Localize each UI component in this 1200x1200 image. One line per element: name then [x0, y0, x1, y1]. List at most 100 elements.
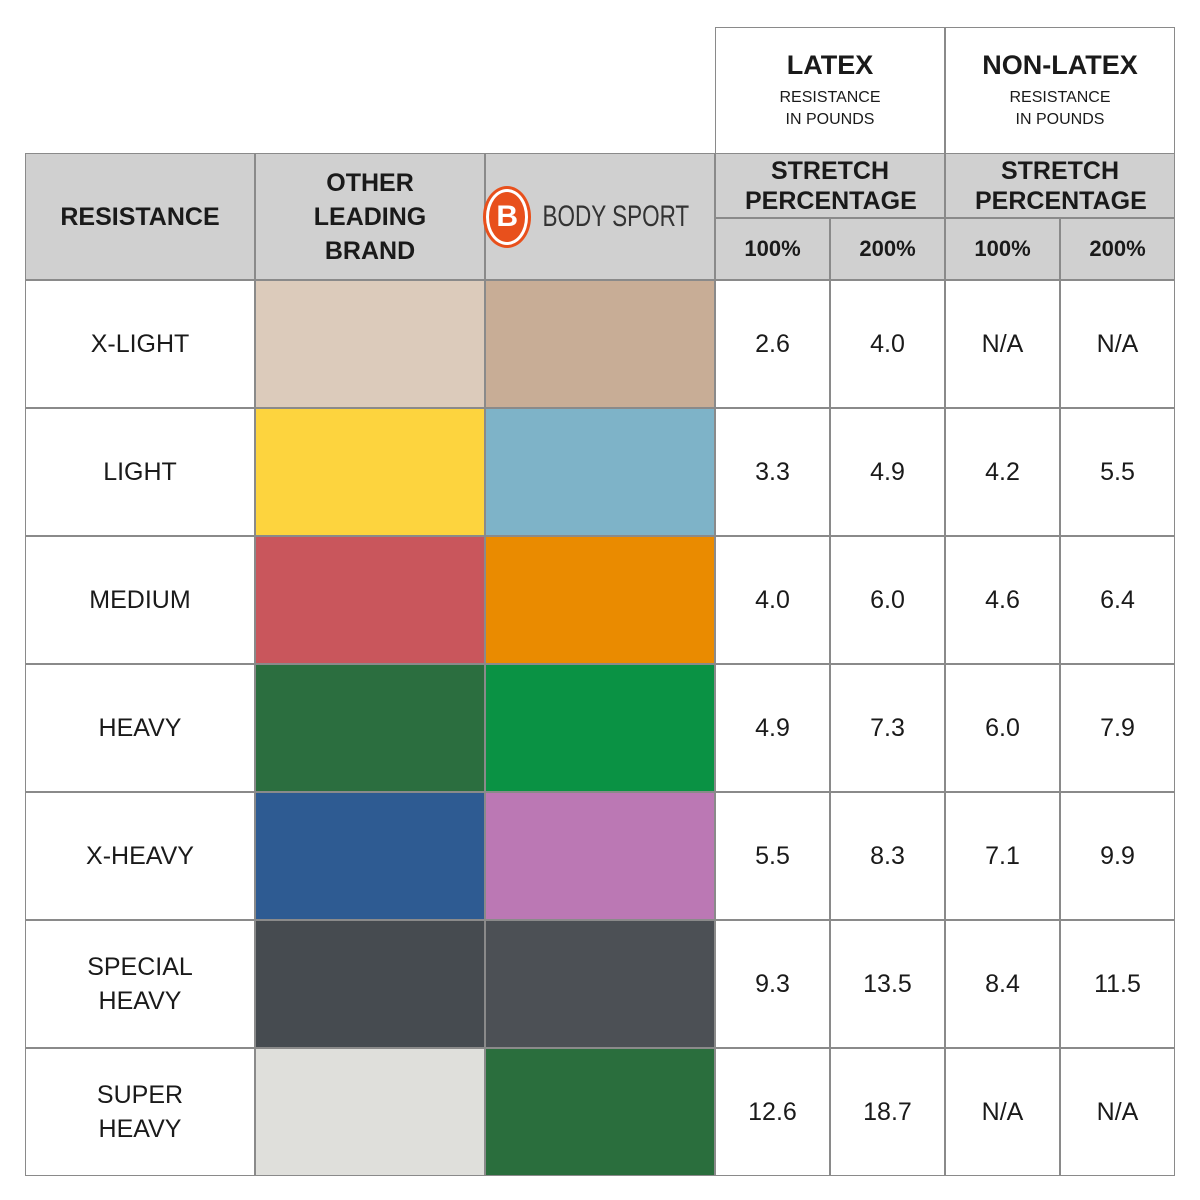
other-brand-swatch	[255, 792, 485, 920]
value-cell-text: 9.3	[755, 969, 790, 998]
value-cell: 18.7	[830, 1048, 945, 1176]
value-cell-text: 6.0	[985, 713, 1020, 742]
resistance-label: SPECIAL HEAVY	[25, 920, 255, 1048]
resistance-label-text: MEDIUM	[89, 586, 191, 614]
value-cell: 4.0	[715, 536, 830, 664]
other-brand-header: OTHER LEADING BRAND	[255, 153, 485, 280]
value-cell-text: 4.9	[870, 457, 905, 486]
stretch-header: STRETCH PERCENTAGE	[945, 153, 1175, 218]
value-cell-text: 6.4	[1100, 585, 1135, 614]
value-cell-text: 2.6	[755, 329, 790, 358]
group-title: LATEX	[786, 50, 874, 80]
value-cell-text: 4.0	[870, 329, 905, 358]
other-brand-swatch	[255, 920, 485, 1048]
value-cell-text: 5.5	[755, 841, 790, 870]
bodysport-swatch	[485, 1048, 715, 1176]
value-cell-text: N/A	[981, 329, 1024, 358]
resistance-label: LIGHT	[25, 408, 255, 536]
bodysport-swatch	[485, 920, 715, 1048]
logo-header: B BODY SPORT	[485, 153, 715, 280]
column-header-text: 100%	[744, 236, 801, 261]
resistance-label-text: LIGHT	[103, 458, 177, 486]
column-header: 200%	[1060, 218, 1175, 280]
value-cell: 7.3	[830, 664, 945, 792]
value-cell: 8.4	[945, 920, 1060, 1048]
column-header: 100%	[945, 218, 1060, 280]
group-subtitle: RESISTANCE IN POUNDS	[1009, 89, 1111, 128]
value-cell-text: 5.5	[1100, 457, 1135, 486]
value-cell-text: 18.7	[863, 1097, 912, 1126]
value-cell-text: 7.9	[1100, 713, 1135, 742]
value-cell: 5.5	[715, 792, 830, 920]
group-header: NON-LATEX RESISTANCE IN POUNDS	[945, 27, 1175, 153]
value-cell: 4.2	[945, 408, 1060, 536]
value-cell: 3.3	[715, 408, 830, 536]
value-cell-text: 8.4	[985, 969, 1020, 998]
resistance-label: X-LIGHT	[25, 280, 255, 408]
value-cell-text: 7.3	[870, 713, 905, 742]
group-subtitle: RESISTANCE IN POUNDS	[779, 89, 881, 128]
column-header-text: 200%	[1089, 236, 1146, 261]
resistance-label-text: HEAVY	[98, 714, 182, 742]
value-cell-text: 7.1	[985, 841, 1020, 870]
value-cell-text: 13.5	[863, 969, 912, 998]
resistance-label-text: X-LIGHT	[90, 330, 190, 358]
logo-mark: B	[486, 188, 529, 245]
value-cell-text: 11.5	[1094, 969, 1141, 998]
value-cell: 9.3	[715, 920, 830, 1048]
value-cell: 6.0	[945, 664, 1060, 792]
stretch-header: STRETCH PERCENTAGE	[715, 153, 945, 218]
value-cell: 4.9	[830, 408, 945, 536]
value-cell: 4.6	[945, 536, 1060, 664]
value-cell: N/A	[1060, 1048, 1175, 1176]
bodysport-swatch	[485, 280, 715, 408]
resistance-label-text: SPECIAL HEAVY	[87, 953, 193, 1015]
bodysport-swatch	[485, 408, 715, 536]
value-cell-text: 4.6	[985, 585, 1020, 614]
other-brand-swatch	[255, 280, 485, 408]
value-cell: 8.3	[830, 792, 945, 920]
bodysport-swatch	[485, 792, 715, 920]
value-cell-text: N/A	[1096, 1097, 1139, 1126]
column-header: 200%	[830, 218, 945, 280]
value-cell: 13.5	[830, 920, 945, 1048]
value-cell: N/A	[1060, 280, 1175, 408]
value-cell: 9.9	[1060, 792, 1175, 920]
other-brand-swatch	[255, 664, 485, 792]
resistance-header: RESISTANCE	[25, 153, 255, 280]
other-brand-swatch	[255, 408, 485, 536]
value-cell-text: 8.3	[870, 841, 905, 870]
bodysport-swatch	[485, 536, 715, 664]
value-cell: N/A	[945, 1048, 1060, 1176]
bodysport-swatch	[485, 664, 715, 792]
value-cell: 5.5	[1060, 408, 1175, 536]
value-cell: 4.0	[830, 280, 945, 408]
value-cell-text: 6.0	[870, 585, 905, 614]
resistance-label: X-HEAVY	[25, 792, 255, 920]
value-cell: 2.6	[715, 280, 830, 408]
other-brand-swatch	[255, 1048, 485, 1176]
resistance-label: HEAVY	[25, 664, 255, 792]
value-cell-text: 4.0	[755, 585, 790, 614]
value-cell-text: N/A	[981, 1097, 1024, 1126]
value-cell-text: 4.2	[985, 457, 1020, 486]
resistance-label-text: X-HEAVY	[86, 842, 194, 870]
other-brand-header-text: OTHER LEADING BRAND	[313, 168, 427, 265]
value-cell: 6.4	[1060, 536, 1175, 664]
value-cell-text: 3.3	[755, 457, 790, 486]
group-title: NON-LATEX	[982, 50, 1138, 80]
value-cell: 4.9	[715, 664, 830, 792]
value-cell-text: N/A	[1096, 329, 1139, 358]
stretch-header-text: STRETCH PERCENTAGE	[745, 156, 917, 215]
value-cell: 7.9	[1060, 664, 1175, 792]
value-cell-text: 12.6	[748, 1097, 797, 1126]
value-cell: 11.5	[1060, 920, 1175, 1048]
value-cell: N/A	[945, 280, 1060, 408]
other-brand-swatch	[255, 536, 485, 664]
logo-name: BODY SPORT	[542, 199, 690, 233]
resistance-header-text: RESISTANCE	[60, 202, 220, 231]
group-header: LATEX RESISTANCE IN POUNDS	[715, 27, 945, 153]
resistance-label: MEDIUM	[25, 536, 255, 664]
column-header-text: 200%	[859, 236, 916, 261]
